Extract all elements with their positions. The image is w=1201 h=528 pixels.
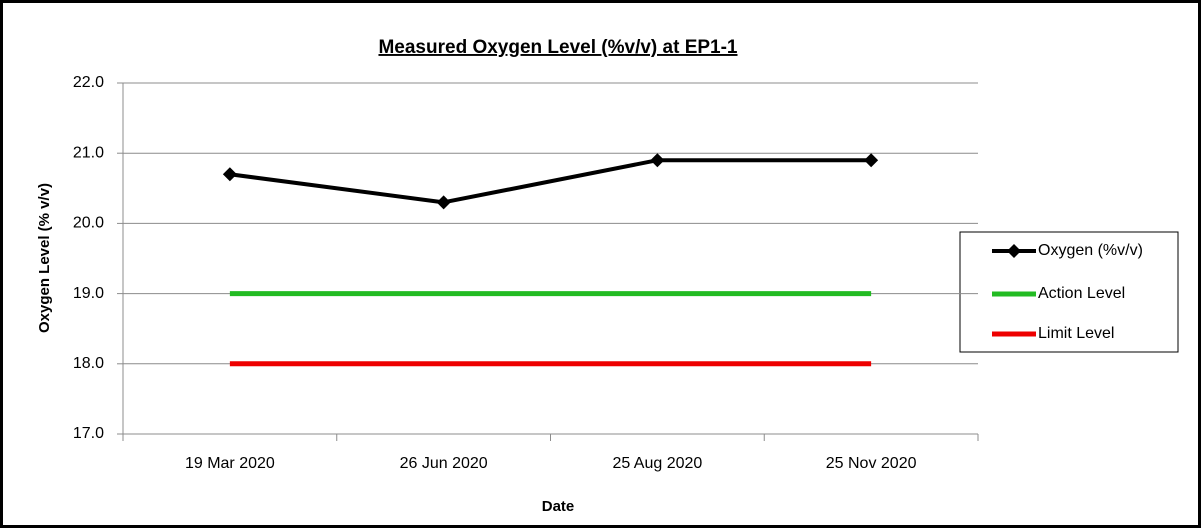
series-line — [229, 158, 872, 205]
y-tick-label: 17.0 — [73, 425, 104, 442]
y-tick-label: 19.0 — [73, 285, 104, 302]
data-marker — [650, 153, 665, 168]
x-tick-label: 26 Jun 2020 — [400, 455, 488, 472]
y-tick-label: 22.0 — [73, 74, 104, 91]
legend-label: Action Level — [1038, 285, 1125, 302]
legend-label: Oxygen (%v/v) — [1038, 242, 1143, 259]
data-marker — [864, 153, 879, 168]
chart-title: Measured Oxygen Level (%v/v) at EP1-1 — [378, 37, 737, 58]
x-tick-label: 25 Aug 2020 — [612, 455, 702, 472]
x-tick-label: 19 Mar 2020 — [185, 455, 275, 472]
x-tick-label: 25 Nov 2020 — [826, 455, 917, 472]
y-tick-label: 20.0 — [73, 215, 104, 232]
data-marker — [436, 195, 451, 210]
y-tick-label: 18.0 — [73, 355, 104, 372]
data-marker — [222, 167, 237, 182]
y-tick-label: 21.0 — [73, 144, 104, 161]
y-axis-title: Oxygen Level (% v/v) — [36, 183, 53, 333]
legend-label: Limit Level — [1038, 325, 1114, 342]
legend-marker — [1007, 244, 1021, 258]
x-axis-title: Date — [542, 498, 575, 515]
